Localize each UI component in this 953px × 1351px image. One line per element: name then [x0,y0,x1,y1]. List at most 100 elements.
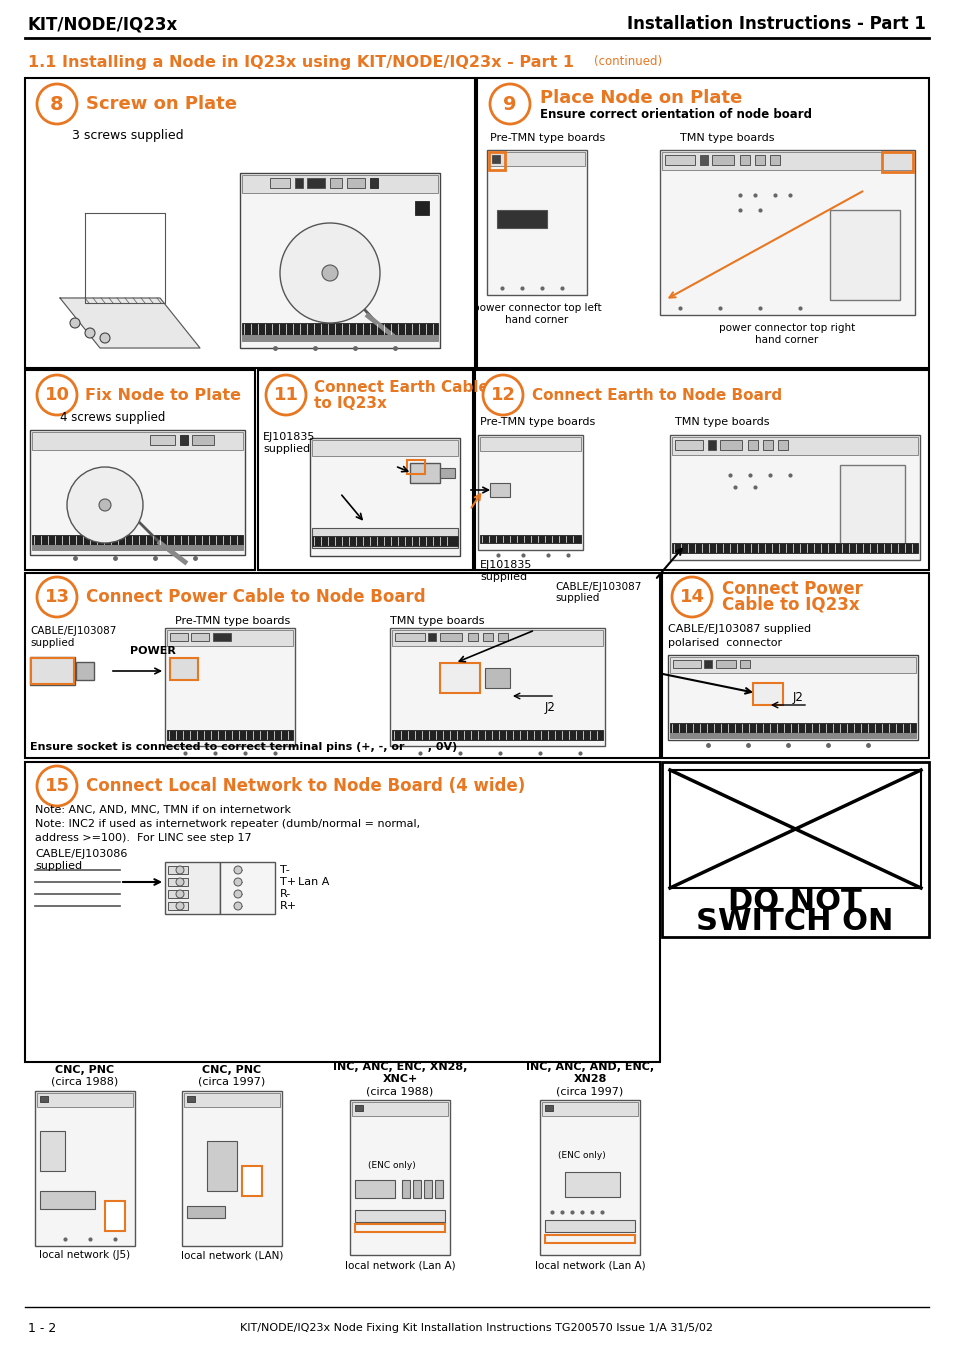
Bar [544,1235,635,1243]
Text: 10: 10 [45,386,70,404]
Bar [439,467,455,478]
Bar [669,734,915,738]
Bar [476,78,928,367]
Text: CABLE/EJ103087: CABLE/EJ103087 [30,626,116,636]
Text: Ensure socket is connected to correct terminal pins (+, -, or      , 0V): Ensure socket is connected to correct te… [30,742,456,753]
Bar [671,543,917,553]
Bar [484,667,510,688]
Bar [489,153,504,170]
Text: local network (LAN): local network (LAN) [181,1250,283,1260]
Text: address >=100).  For LINC see step 17: address >=100). For LINC see step 17 [35,834,252,843]
Bar [355,1210,444,1223]
Bar [242,176,437,193]
Text: supplied: supplied [35,861,82,871]
Bar [355,1179,395,1198]
Bar [401,1179,410,1198]
Bar [390,628,604,746]
Bar [240,173,439,349]
Circle shape [175,902,184,911]
Text: Place Node on Plate: Place Node on Plate [539,89,741,107]
Bar [482,634,493,640]
Bar [754,155,764,165]
Bar [150,435,174,444]
Text: Connect Earth Cable: Connect Earth Cable [314,381,488,396]
Bar [242,323,437,335]
Bar [840,465,904,544]
Text: EJ101835
supplied: EJ101835 supplied [479,561,532,581]
Text: CNC, PNC: CNC, PNC [55,1065,114,1075]
Text: R-: R- [280,889,291,898]
Text: KIT/NODE/IQ23x: KIT/NODE/IQ23x [28,15,178,32]
Bar [105,1201,125,1231]
Bar [25,370,254,570]
Bar [182,1092,282,1246]
Bar [168,878,188,886]
Bar [413,1179,420,1198]
Bar [25,762,659,1062]
Bar [707,440,716,450]
Text: supplied: supplied [555,593,598,603]
Bar [669,723,915,734]
Bar [35,1092,135,1246]
Bar [170,634,188,640]
Text: Cable to IQ23x: Cable to IQ23x [721,596,859,613]
Text: TMN type boards: TMN type boards [675,417,769,427]
Circle shape [266,376,306,415]
Bar [423,1179,432,1198]
Bar [661,153,912,170]
Bar [672,661,700,667]
Bar [497,634,507,640]
Bar [213,634,231,640]
Text: TMN type boards: TMN type boards [679,132,774,143]
Text: Ensure correct orientation of node board: Ensure correct orientation of node board [539,108,811,120]
Bar [40,1096,48,1102]
Bar [167,730,293,740]
Bar [392,730,602,740]
Text: Lan A: Lan A [297,877,329,888]
Bar [479,535,580,543]
Text: Connect Local Network to Node Board (4 wide): Connect Local Network to Node Board (4 w… [86,777,525,794]
Bar [747,440,758,450]
Text: CABLE/EJ103087 supplied: CABLE/EJ103087 supplied [667,624,810,634]
Text: (ENC only): (ENC only) [368,1161,416,1170]
Bar [439,634,461,640]
Circle shape [175,866,184,874]
Bar [716,661,735,667]
Bar [392,630,602,646]
Bar [170,658,198,680]
Text: local network (Lan A): local network (Lan A) [344,1260,455,1270]
Text: POWER: POWER [130,646,175,657]
Text: TMN type boards: TMN type boards [390,616,484,626]
Bar [435,1179,442,1198]
Text: Connect Earth to Node Board: Connect Earth to Node Board [532,388,781,403]
Bar [661,762,928,938]
Text: power connector top left
hand corner: power connector top left hand corner [472,303,600,324]
Text: 15: 15 [45,777,70,794]
Text: (circa 1988): (circa 1988) [366,1086,434,1096]
Text: SWITCH ON: SWITCH ON [696,908,893,936]
Bar [671,436,917,455]
Bar [32,544,243,550]
Text: Note: ANC, AND, MNC, TMN if on internetwork: Note: ANC, AND, MNC, TMN if on internetw… [35,805,291,815]
Text: T+: T+ [280,877,295,888]
Bar [740,661,749,667]
Text: CABLE/EJ103087: CABLE/EJ103087 [555,582,640,592]
Circle shape [37,376,77,415]
Text: J2: J2 [792,690,803,704]
Text: to IQ23x: to IQ23x [314,396,387,412]
Text: KIT/NODE/IQ23x Node Fixing Kit Installation Instructions TG200570 Issue 1/A 31/5: KIT/NODE/IQ23x Node Fixing Kit Installat… [240,1323,713,1333]
Bar [675,440,702,450]
Bar [497,209,546,228]
Text: (circa 1997): (circa 1997) [198,1077,265,1088]
Bar [347,178,365,188]
Bar [882,153,912,172]
Bar [428,634,436,640]
Bar [76,662,94,680]
Polygon shape [60,299,200,349]
Bar [661,573,928,758]
Bar [544,1105,553,1111]
Text: EJ101835
supplied: EJ101835 supplied [263,432,315,454]
Bar [659,150,914,315]
Bar [703,661,711,667]
Text: (ENC only): (ENC only) [558,1151,605,1159]
